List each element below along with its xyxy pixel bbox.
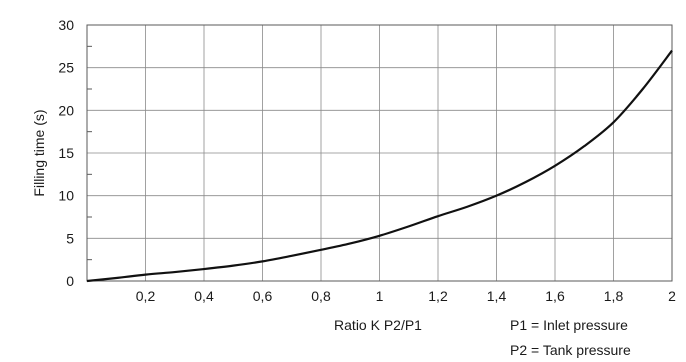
plot-frame <box>86 24 673 282</box>
y-tick-label: 10 <box>58 188 74 204</box>
note-inlet-pressure: P1 = Inlet pressure <box>510 317 628 333</box>
y-tick-label: 15 <box>58 145 74 161</box>
x-tick-label: 1,2 <box>428 288 448 304</box>
x-tick-label: 0,8 <box>311 288 331 304</box>
x-axis-title: Ratio K P2/P1 <box>334 317 422 333</box>
x-tick-label: 1,4 <box>487 288 507 304</box>
note-tank-pressure: P2 = Tank pressure <box>510 342 631 358</box>
grid-lines <box>87 24 673 282</box>
y-tick-label: 5 <box>66 230 74 246</box>
plot-border <box>86 24 673 282</box>
y-tick-labels: 0 5 10 15 20 25 30 <box>58 17 74 289</box>
x-tick-label: 1,8 <box>604 288 624 304</box>
x-tick-label: 2 <box>668 288 676 304</box>
x-tick-label: 1 <box>376 288 384 304</box>
y-tick-label: 20 <box>58 102 74 118</box>
filling-time-curve <box>86 49 673 283</box>
x-tick-label: 0,2 <box>136 288 156 304</box>
curve-layer <box>86 49 673 283</box>
x-tick-label: 0,6 <box>253 288 273 304</box>
y-tick-label: 0 <box>66 273 74 289</box>
y-tick-label: 25 <box>58 60 74 76</box>
y-tick-label: 30 <box>58 17 74 33</box>
x-tick-labels: 0,2 0,4 0,6 0,8 1 1,2 1,4 1,6 1,8 2 <box>136 288 676 304</box>
x-tick-label: 0,4 <box>194 288 214 304</box>
y-axis-title: Filling time (s) <box>31 109 47 196</box>
x-tick-label: 1,6 <box>545 288 565 304</box>
